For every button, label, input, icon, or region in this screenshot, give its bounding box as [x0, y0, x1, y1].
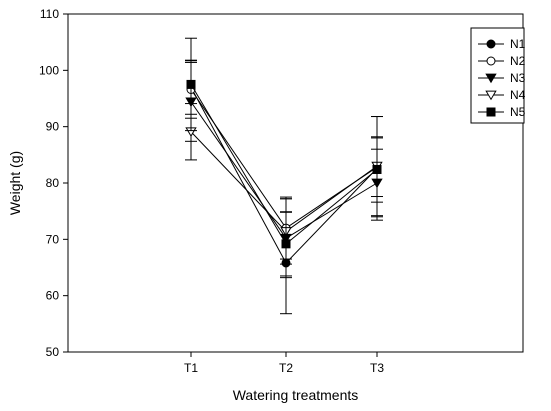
series-N5	[185, 37, 383, 277]
plot-area-frame	[67, 13, 524, 353]
legend-label: N3	[510, 71, 526, 85]
x-tick-label: T1	[184, 361, 198, 375]
x-tick-label: T3	[370, 361, 384, 375]
y-tick-label: 70	[46, 232, 60, 246]
series-line	[190, 101, 378, 239]
y-tick-label: 90	[46, 120, 60, 134]
legend-label: N2	[510, 54, 526, 68]
legend-marker	[486, 107, 496, 117]
legend: N1 N2 N3 N4 N5	[470, 27, 526, 124]
data-point	[281, 239, 291, 249]
legend-marker	[486, 56, 496, 66]
legend-label: N4	[510, 88, 526, 102]
x-axis-title: Watering treatments	[233, 387, 359, 403]
y-tick-label: 80	[46, 176, 60, 190]
data-point	[186, 79, 196, 89]
y-tick-label: 110	[40, 7, 59, 21]
y-tick-label: 60	[46, 289, 60, 303]
legend-marker	[485, 73, 497, 84]
y-tick-label: 100	[39, 63, 59, 77]
series-line	[190, 84, 378, 245]
series-line	[190, 131, 378, 233]
data-point	[372, 164, 382, 174]
legend-marker	[485, 90, 497, 101]
legend-marker	[486, 39, 496, 49]
y-tick-label: 50	[46, 345, 60, 359]
x-tick-label: T2	[279, 361, 293, 375]
y-axis-title: Weight (g)	[7, 151, 23, 215]
legend-label: N5	[510, 105, 526, 119]
legend-label: N1	[510, 37, 526, 51]
series-line	[190, 89, 378, 229]
